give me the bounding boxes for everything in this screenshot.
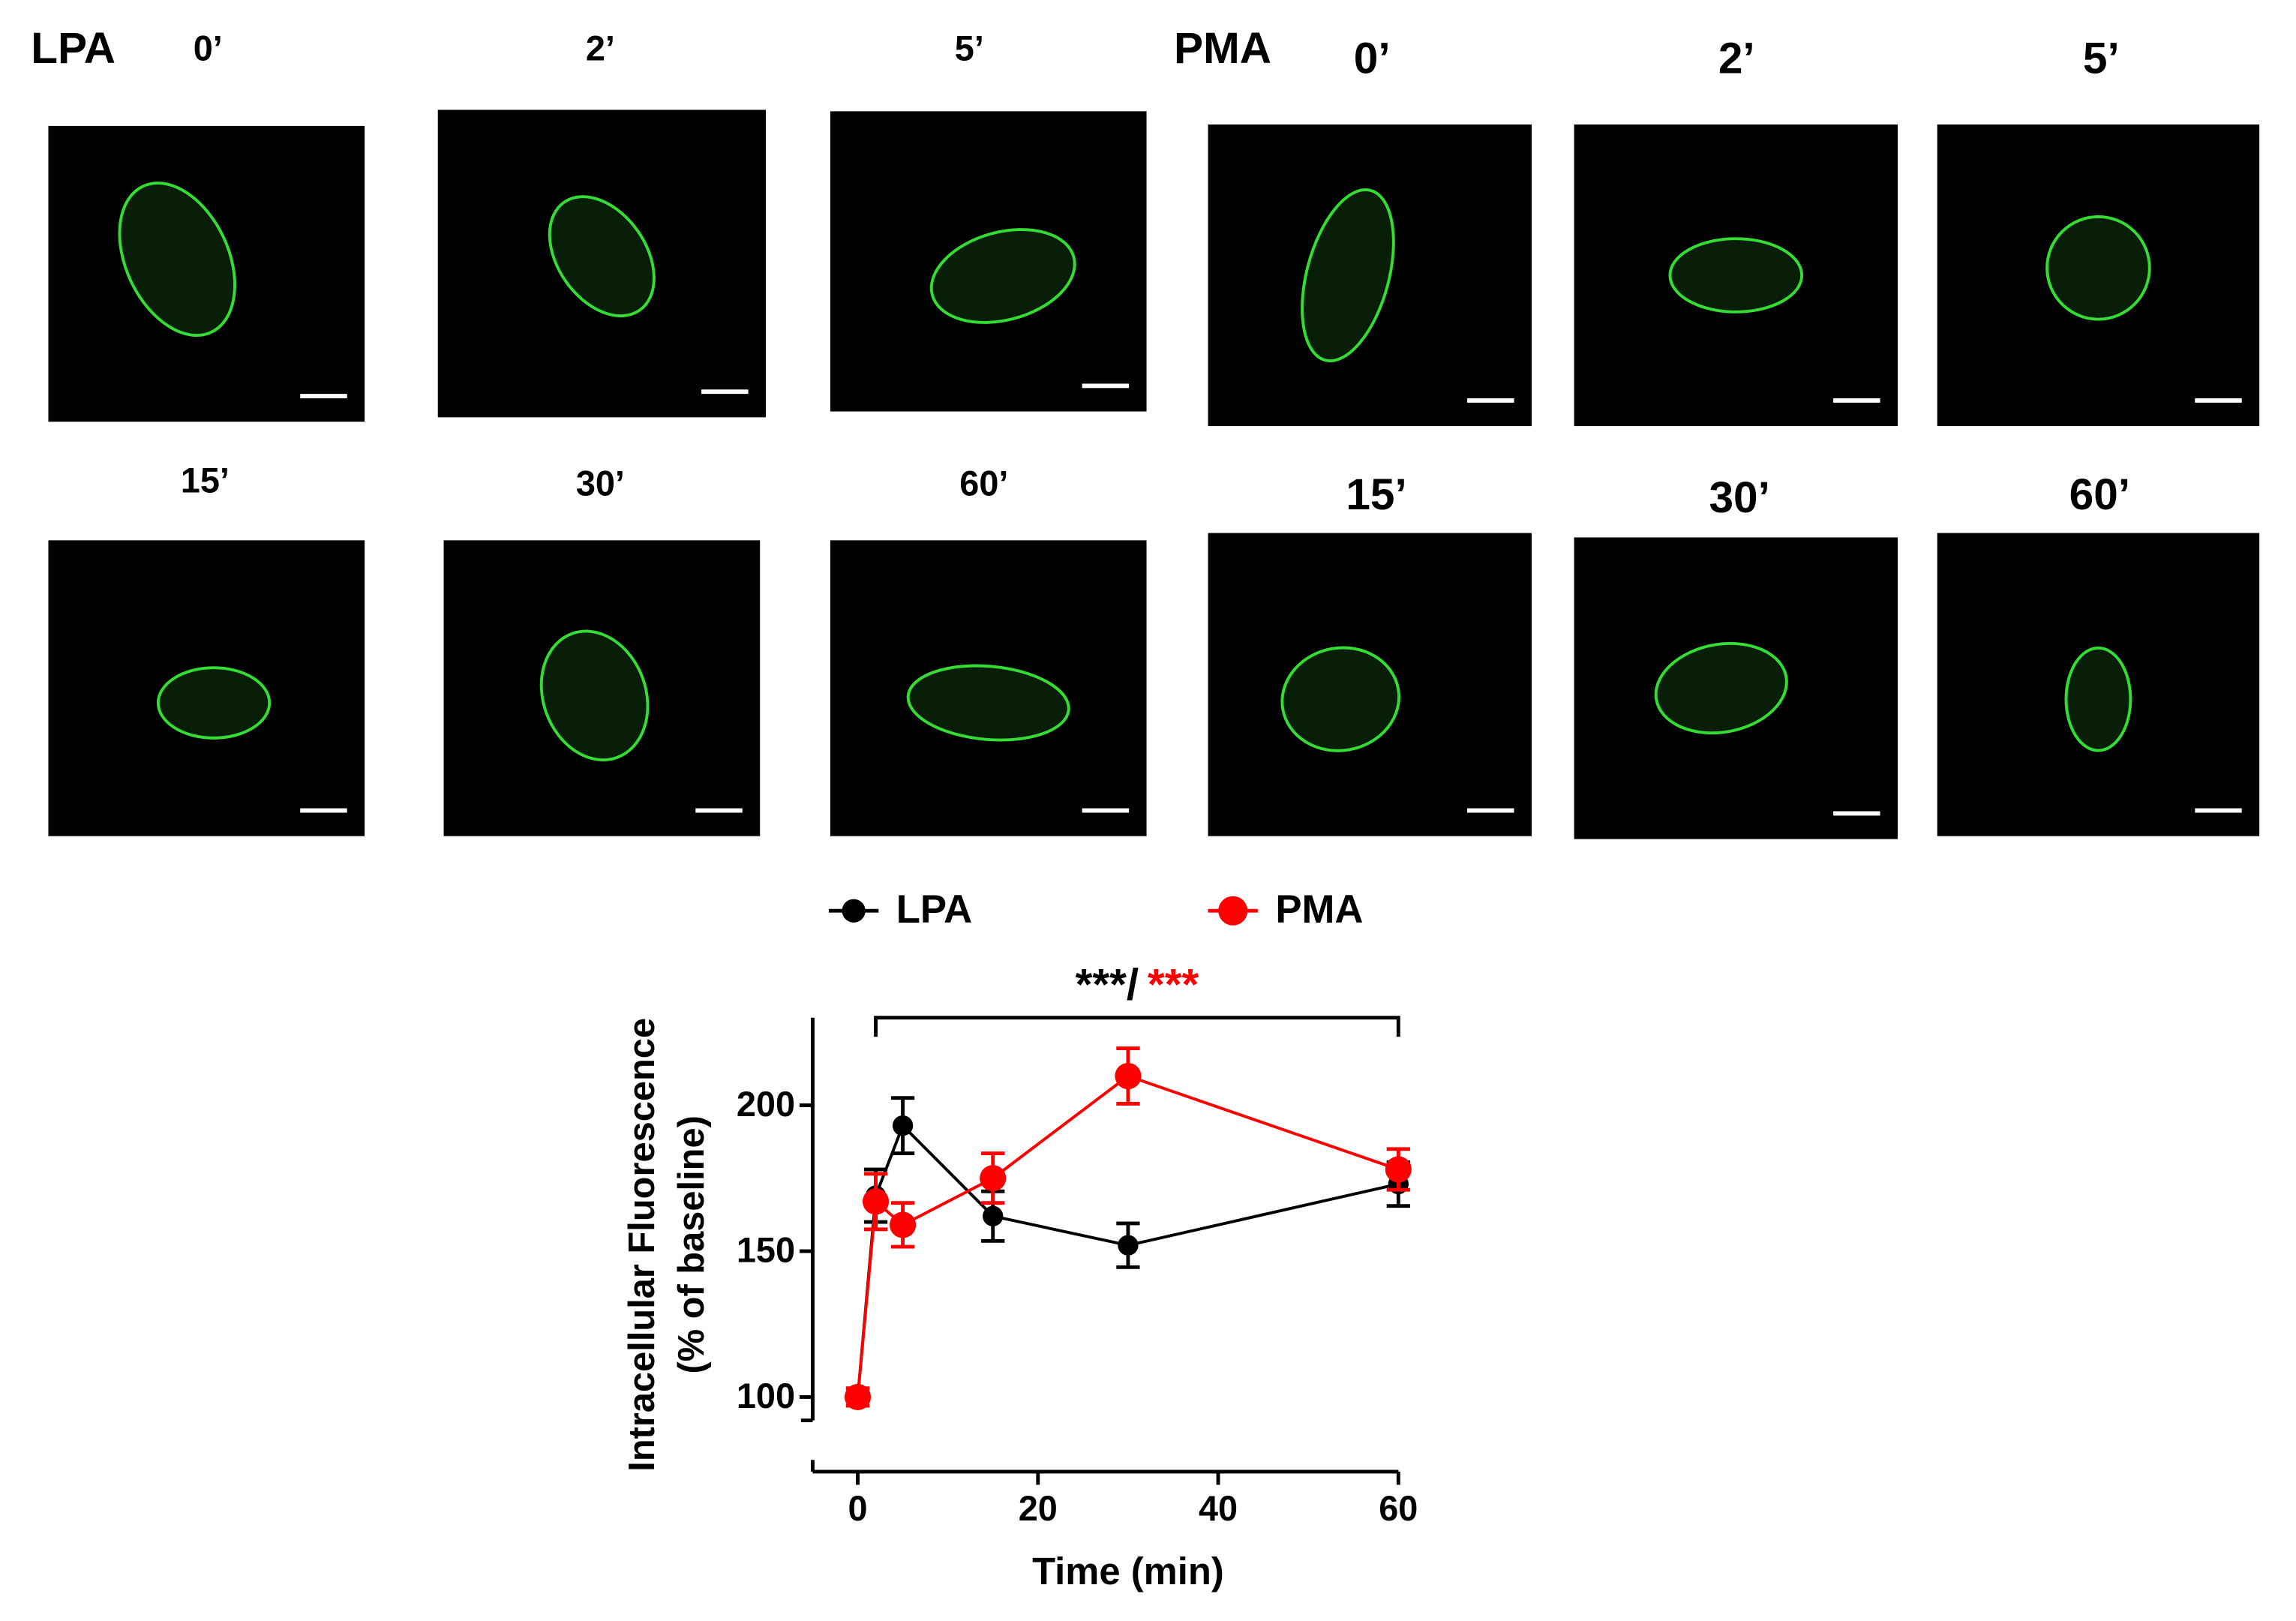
legend-marker <box>1218 896 1248 926</box>
time-label: 15’ <box>181 461 230 500</box>
scale-bar <box>1467 398 1514 403</box>
scale-bar <box>2195 398 2242 403</box>
y-axis-title: (% of baseline) <box>671 1115 712 1373</box>
micrograph <box>48 540 365 836</box>
data-point <box>980 1165 1007 1192</box>
time-label: 60’ <box>2069 470 2130 519</box>
legend-label: PMA <box>1275 887 1363 932</box>
time-label: 5’ <box>955 29 984 68</box>
time-label: 2’ <box>1718 34 1755 83</box>
scale-bar <box>695 808 743 813</box>
data-point <box>844 1383 872 1411</box>
cell-outline <box>929 228 1076 324</box>
micrograph <box>1937 533 2260 836</box>
cell-outline <box>2064 646 2132 752</box>
x-tick-label: 60 <box>1379 1489 1418 1528</box>
cell-outline <box>1654 641 1788 735</box>
micrograph <box>1574 537 1898 839</box>
time-label: 2’ <box>586 29 615 68</box>
y-tick-label: 150 <box>737 1230 795 1269</box>
cell-outline <box>1280 646 1400 752</box>
group-label: LPA <box>31 24 116 73</box>
y-tick-label: 200 <box>737 1085 795 1124</box>
cell-outline <box>118 182 236 337</box>
x-axis-title: Time (min) <box>1032 1550 1224 1592</box>
micrograph <box>48 125 365 422</box>
scale-bar <box>1467 808 1514 813</box>
time-label: 0’ <box>194 29 223 68</box>
x-tick-label: 0 <box>848 1489 867 1528</box>
scale-bar <box>2195 808 2242 813</box>
time-label: 30’ <box>576 464 625 503</box>
micrograph <box>1574 124 1898 427</box>
cell-outline <box>156 666 272 740</box>
cell-outline <box>1301 188 1395 362</box>
cell-outline <box>1668 237 1804 314</box>
scale-bar <box>1082 808 1130 813</box>
scale-bar <box>1833 398 1880 403</box>
group-label: PMA <box>1174 24 1271 73</box>
time-label: 30’ <box>1709 473 1769 522</box>
data-point <box>1115 1062 1142 1090</box>
micrograph <box>830 540 1147 836</box>
y-tick-label: 100 <box>737 1376 795 1415</box>
time-label: 5’ <box>2083 34 2120 83</box>
significance-part: *** <box>1148 961 1199 1010</box>
time-label: 15’ <box>1346 470 1406 519</box>
data-point <box>1385 1156 1412 1183</box>
scale-bar <box>300 394 347 398</box>
micrograph <box>443 540 761 836</box>
micrograph <box>1208 533 1532 836</box>
cell-outline <box>548 195 656 317</box>
y-axis-title: Intracellular Fluorescence <box>622 1018 662 1472</box>
micrograph <box>1208 124 1532 427</box>
significance-label: ***/*** <box>1076 961 1199 1010</box>
data-point <box>1118 1235 1139 1256</box>
series-line <box>856 1074 1399 1397</box>
data-point <box>890 1211 917 1238</box>
data-point <box>892 1115 914 1136</box>
legend-marker <box>842 899 866 923</box>
x-tick-label: 20 <box>1019 1489 1058 1528</box>
scale-bar <box>300 808 347 813</box>
x-tick-label: 40 <box>1199 1489 1238 1528</box>
micrograph <box>1937 124 2260 427</box>
data-point <box>983 1205 1004 1226</box>
time-label: 0’ <box>1354 34 1391 83</box>
cell-outline <box>906 664 1070 742</box>
scale-bar <box>1833 811 1880 816</box>
cell-outline <box>2045 215 2151 321</box>
significance-bracket <box>874 1016 1400 1037</box>
micrograph <box>830 111 1147 412</box>
data-point <box>862 1188 890 1215</box>
micrograph <box>437 110 766 418</box>
cell-outline <box>539 629 650 762</box>
time-label: 60’ <box>959 464 1008 503</box>
legend-label: LPA <box>896 887 972 932</box>
significance-part: ***/ <box>1076 961 1139 1010</box>
scale-bar <box>1082 383 1130 389</box>
scale-bar <box>701 389 749 395</box>
